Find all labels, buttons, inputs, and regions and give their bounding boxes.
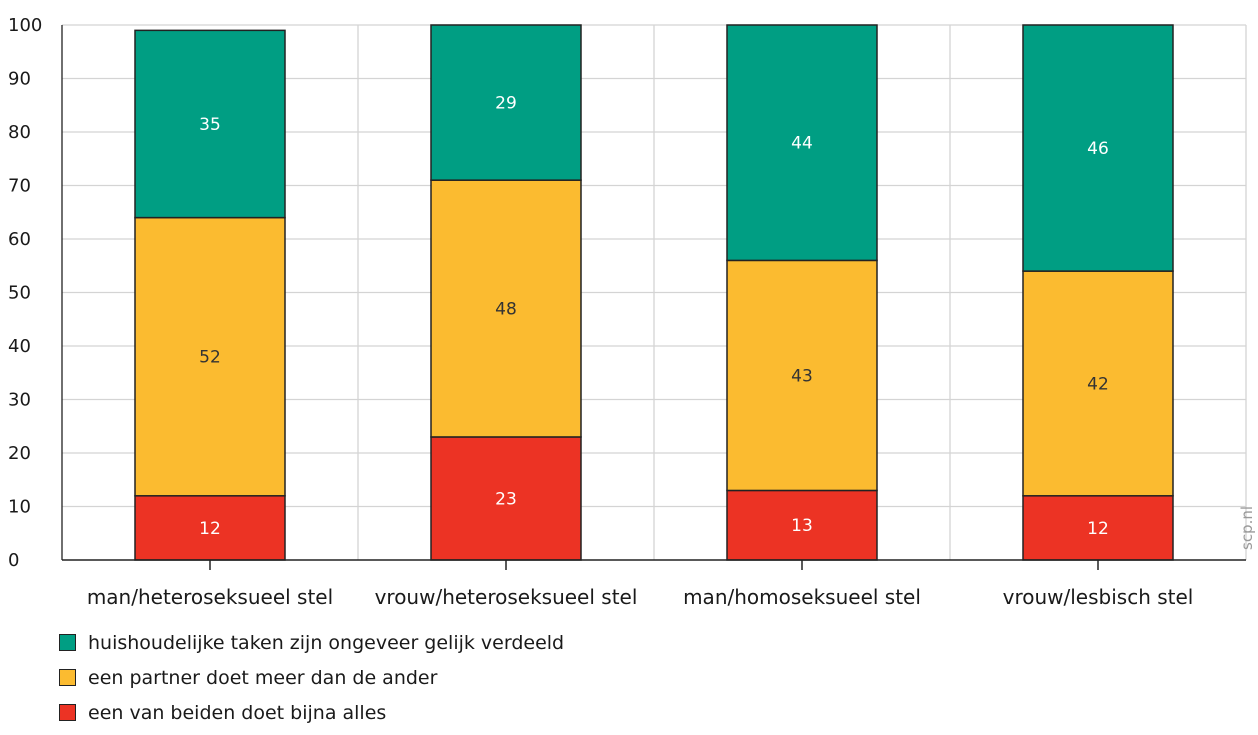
y-tick-label: 30 [8,390,31,411]
bar-segment [430,436,582,561]
legend-label: een partner doet meer dan de ander [88,666,438,689]
y-tick-label: 20 [8,443,31,464]
bar-segment [134,216,286,497]
y-tick-label: 80 [8,122,31,143]
legend-label: een van beiden doet bijna alles [88,701,387,724]
data-label: 35 [199,115,221,135]
data-label: 52 [199,348,221,368]
legend-swatch [59,704,76,721]
data-label: 43 [791,366,813,386]
legend-swatch [59,669,76,686]
legend-item: een partner doet meer dan de ander [59,660,564,695]
bars: 12 52 35 23 48 29 13 43 44 12 42 46 [134,24,1174,561]
data-label: 48 [495,300,517,320]
bar-segment [726,259,878,492]
watermark: scp.nl [1238,506,1256,550]
y-tick-label: 60 [8,229,31,250]
y-tick-label: 90 [8,69,31,90]
legend-swatch [59,634,76,651]
data-label: 44 [791,134,813,154]
y-tick-label: 10 [8,497,31,518]
y-axis: 0 10 20 30 40 50 60 70 80 90 100 [8,15,63,571]
bar-segment [430,179,582,438]
y-tick-label: 50 [8,283,31,304]
x-axis: man/heteroseksueel stel vrouw/heteroseksu… [62,559,1246,609]
data-label: 42 [1087,374,1109,394]
data-label: 29 [495,94,517,114]
data-label: 23 [495,489,517,509]
x-tick-label: vrouw/heteroseksueel stel [375,585,638,609]
bar-segment [1022,270,1174,497]
x-tick-label: vrouw/lesbisch stel [1003,585,1194,609]
y-tick-label: 70 [8,176,31,197]
legend-label: huishoudelijke taken zijn ongeveer gelij… [88,631,565,654]
y-tick-label: 0 [8,550,19,571]
x-tick-label: man/homoseksueel stel [683,585,921,609]
data-label: 12 [199,519,221,539]
bar-segment [726,489,878,561]
x-tick-label: man/heteroseksueel stel [87,585,333,609]
data-label: 46 [1087,139,1109,159]
bar-segment [134,29,286,219]
bar-segment [1022,24,1174,272]
data-label: 13 [791,516,813,536]
legend: huishoudelijke taken zijn ongeveer gelij… [59,625,564,730]
bar-segment [134,495,286,561]
legend-item: een van beiden doet bijna alles [59,695,564,730]
stacked-bar-chart: 0 10 20 30 40 50 60 70 80 90 100 12 52 35 23 48 29 13 43 4… [8,15,1256,609]
bar-segment [430,24,582,181]
y-tick-label: 40 [8,336,31,357]
legend-item: huishoudelijke taken zijn ongeveer gelij… [59,625,564,660]
bar-segment [726,24,878,262]
bar-segment [1022,495,1174,561]
y-tick-label: 100 [8,15,42,36]
data-label: 12 [1087,519,1109,539]
